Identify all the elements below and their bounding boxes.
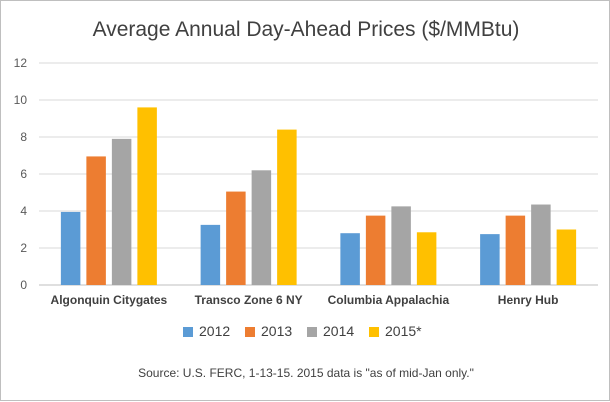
- legend-item: 2013: [245, 323, 292, 339]
- y-axis: 0 2 4 6 8 10 12: [14, 56, 28, 292]
- legend-item: 2015*: [369, 323, 422, 339]
- bar-2013-henry-hub: [505, 215, 526, 285]
- legend-swatch: [307, 327, 317, 337]
- y-tick-label: 2: [20, 241, 27, 255]
- bar-2014-henry-hub: [531, 204, 551, 285]
- legend-swatch: [183, 327, 193, 337]
- legend-item: 2014: [307, 323, 354, 339]
- x-axis: Algonquin Citygates Transco Zone 6 NY Colu…: [51, 293, 559, 307]
- legend-item: 2012: [183, 323, 230, 339]
- category-label: Columbia Appalachia: [328, 293, 450, 307]
- bar-2013-transco-zone-6-ny: [226, 191, 246, 285]
- bar-2014-transco-zone-6-ny: [251, 170, 272, 285]
- bar-2015-henry-hub: [556, 229, 577, 285]
- y-tick-label: 10: [14, 93, 28, 107]
- legend-label: 2014: [323, 323, 354, 339]
- category-label: Henry Hub: [498, 293, 559, 307]
- bar-2012-algonquin-citygates: [60, 211, 81, 285]
- category-label: Algonquin Citygates: [51, 293, 168, 307]
- bar-2014-columbia-appalachia: [391, 206, 411, 285]
- y-tick-label: 8: [20, 130, 27, 144]
- category-label: Transco Zone 6 NY: [195, 293, 303, 307]
- bar-2015-algonquin-citygates: [137, 107, 157, 286]
- bar-2013-columbia-appalachia: [365, 215, 386, 285]
- y-tick-label: 4: [20, 204, 27, 218]
- legend-label: 2015*: [385, 323, 422, 339]
- legend-swatch: [369, 327, 379, 337]
- gridlines: [39, 62, 598, 286]
- bars: [60, 107, 577, 286]
- bar-2012-henry-hub: [480, 234, 500, 285]
- bar-2012-transco-zone-6-ny: [200, 224, 221, 285]
- y-tick-label: 0: [20, 278, 27, 292]
- bar-2014-algonquin-citygates: [111, 138, 132, 285]
- bar-2013-algonquin-citygates: [86, 156, 106, 285]
- legend-label: 2012: [199, 323, 230, 339]
- y-tick-label: 12: [14, 56, 28, 70]
- source-note: Source: U.S. FERC, 1-13-15. 2015 data is…: [138, 366, 474, 380]
- chart-title: Average Annual Day-Ahead Prices ($/MMBtu…: [93, 18, 520, 41]
- bar-2015-transco-zone-6-ny: [277, 129, 297, 285]
- y-tick-label: 6: [20, 167, 27, 181]
- legend-swatch: [245, 327, 255, 337]
- legend-label: 2013: [261, 323, 292, 339]
- bar-2012-columbia-appalachia: [340, 233, 360, 285]
- bar-2015-columbia-appalachia: [416, 232, 437, 285]
- legend: 2012 2013 2014 2015*: [183, 323, 422, 339]
